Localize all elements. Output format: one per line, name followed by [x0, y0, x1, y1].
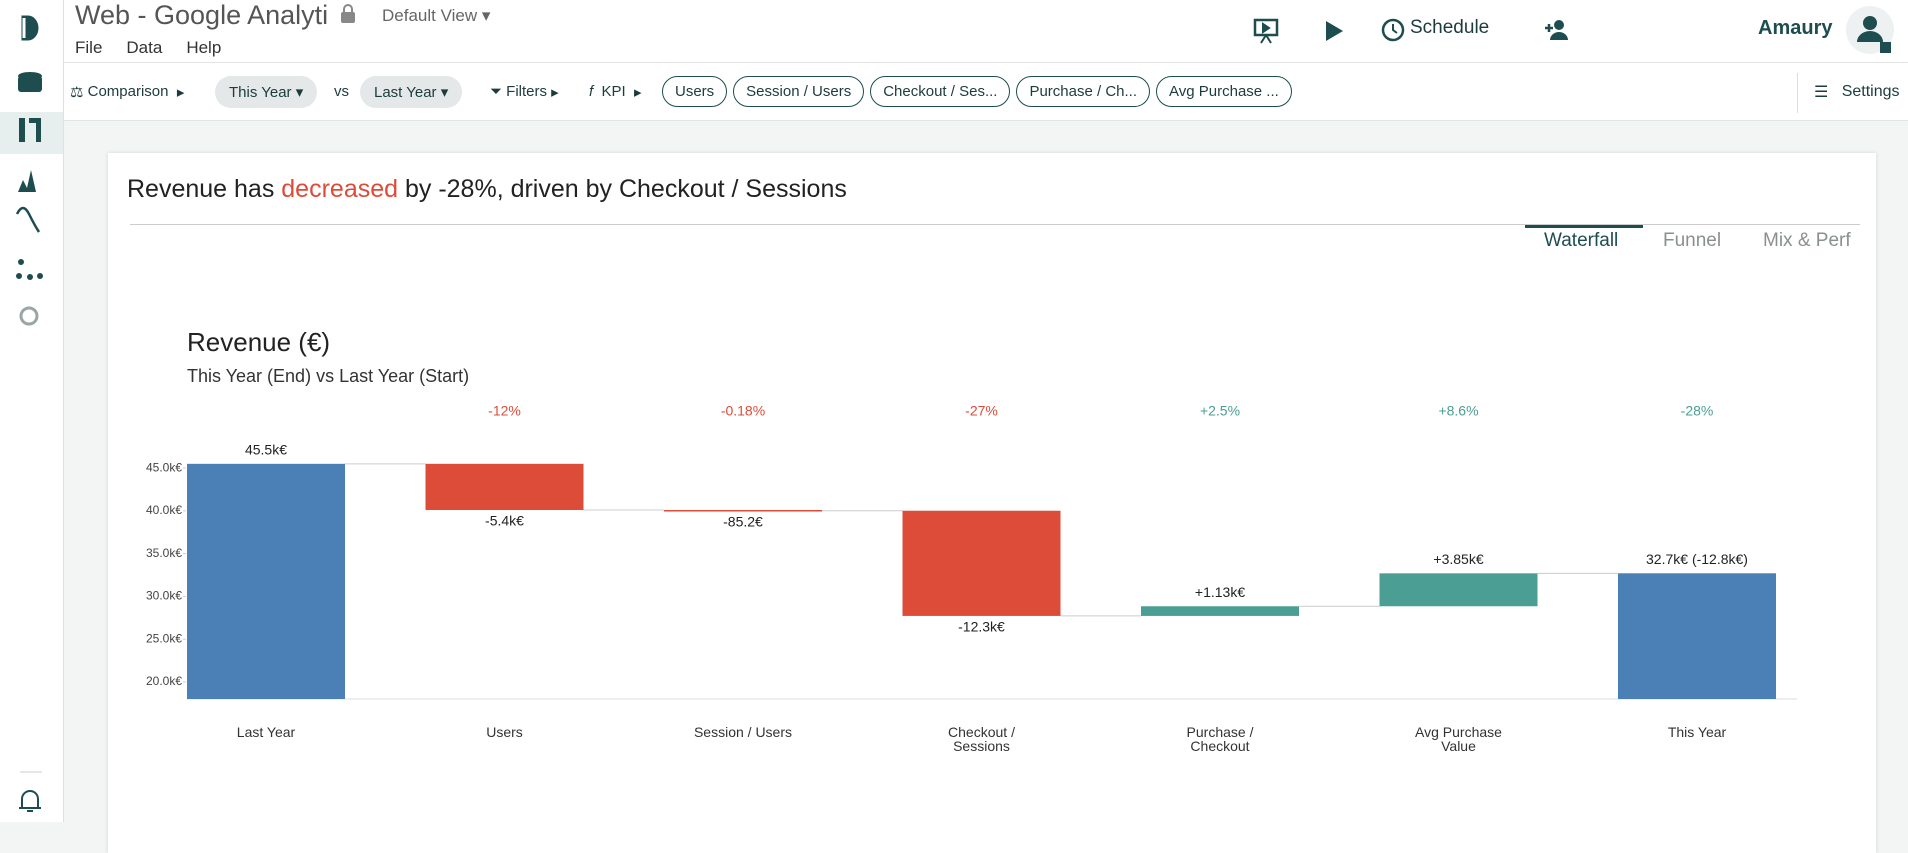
- filters-menu[interactable]: ⏷ Filters ▸: [490, 83, 559, 101]
- tab[interactable]: Waterfall: [1544, 230, 1619, 251]
- headline: Revenue has decreased by -28%, driven by…: [127, 175, 847, 204]
- headline-highlight: decreased: [281, 175, 399, 203]
- value-label: 32.7k€ (-12.8k€): [1646, 551, 1748, 567]
- kpi-chips: Users Session / Users Checkout / Ses... Pur…: [662, 63, 1298, 120]
- share-icon[interactable]: [1542, 16, 1574, 44]
- present-icon[interactable]: [1252, 16, 1282, 46]
- x-tick-label: This Year: [1667, 724, 1727, 740]
- filters-label: Filters: [506, 83, 548, 100]
- avatar[interactable]: [1844, 6, 1896, 58]
- header: Web - Google Analyti Default View ▾ File…: [64, 0, 1908, 63]
- x-tick-label: Purchase / Checkout: [1186, 724, 1254, 754]
- kpi-chip[interactable]: Session / Users: [733, 76, 865, 107]
- x-tick-label: Users: [486, 724, 523, 740]
- play-icon[interactable]: [1322, 18, 1346, 44]
- y-tick-label: 30.0k€: [146, 589, 182, 603]
- y-tick-label: 35.0k€: [146, 546, 182, 560]
- bar: [1618, 573, 1776, 699]
- headline-text: by -28%, driven by Checkout / Sessions: [398, 175, 847, 203]
- settings-button[interactable]: ☰ Settings: [1814, 82, 1900, 101]
- chart: 20.0k€ 25.0k€ 30.0k€ 35.0k€ 40.0k€ 45.0k€ 45.5…: [146, 403, 1797, 700]
- bar: [425, 463, 584, 511]
- y-tick-label: 25.0k€: [146, 631, 182, 645]
- chart-subtitle: This Year (End) vs Last Year (Start): [187, 366, 470, 386]
- tab[interactable]: Mix & Perf: [1763, 230, 1851, 251]
- bar: [664, 510, 822, 512]
- menu-item[interactable]: Help: [186, 38, 222, 57]
- doc-title[interactable]: Web - Google Analyti: [75, 0, 329, 30]
- view-selector[interactable]: Default View ▾: [382, 6, 491, 25]
- x-tick-label: Checkout / Sessions: [948, 724, 1015, 754]
- bell-icon[interactable]: [19, 790, 41, 812]
- change-label: +2.5%: [1200, 403, 1240, 419]
- vs-label: vs: [334, 83, 349, 100]
- value-label: 45.5k€: [245, 442, 287, 458]
- change-label: -27%: [965, 403, 998, 419]
- scatter-icon[interactable]: [16, 259, 43, 280]
- kpi-chip[interactable]: Users: [662, 76, 728, 107]
- previous-label: Last Year: [374, 83, 437, 101]
- user-name[interactable]: Amaury: [1758, 17, 1833, 39]
- bar: [902, 510, 1061, 616]
- change-label: -28%: [1681, 403, 1714, 419]
- logo[interactable]: [18, 12, 42, 44]
- data-icon-body: [18, 76, 42, 92]
- value-label: +3.85k€: [1433, 551, 1483, 567]
- trend-icon[interactable]: [15, 206, 41, 233]
- kpi-chip[interactable]: Purchase / Ch...: [1016, 76, 1151, 107]
- schedule-button[interactable]: Schedule: [1410, 17, 1490, 38]
- menu-item[interactable]: Data: [126, 38, 163, 57]
- x-tick-label: Avg Purchase Value: [1415, 724, 1502, 754]
- kpi-menu[interactable]: f KPI ▸: [589, 83, 642, 101]
- bar: [187, 463, 345, 699]
- y-tick-label: 45.0k€: [146, 460, 182, 474]
- chart-title: Revenue (€): [187, 327, 331, 357]
- menu-bar: File Data Help: [75, 38, 221, 58]
- tab-underline: [1525, 225, 1643, 228]
- insight-card: [108, 153, 1876, 853]
- previous-period[interactable]: Last Year ▾: [360, 63, 463, 120]
- tab[interactable]: Funnel: [1663, 230, 1722, 251]
- headline-text: Revenue has: [127, 175, 282, 203]
- value-label: +1.13k€: [1195, 584, 1245, 600]
- x-tick-label: Session / Users: [693, 724, 793, 740]
- dashboard-icon[interactable]: [19, 118, 41, 142]
- headline-rule: [130, 224, 1860, 225]
- current-period[interactable]: This Year ▾: [215, 63, 318, 120]
- clock-icon: [1381, 18, 1405, 42]
- change-label: -12%: [488, 403, 521, 419]
- bar: [1379, 573, 1538, 607]
- y-tick-label: 20.0k€: [146, 674, 182, 688]
- comparison-label: Comparison: [87, 83, 169, 100]
- settings-icon[interactable]: [19, 306, 39, 326]
- change-label: +8.6%: [1438, 403, 1478, 419]
- sidebar: [0, 0, 64, 822]
- view-name: Default View: [382, 6, 478, 25]
- separator: [1797, 73, 1798, 113]
- toolbar: ⚖ Comparison ▸ This Year ▾ vs Last Year …: [64, 63, 1908, 121]
- chart-icon[interactable]: [18, 170, 36, 192]
- value-label: -5.4k€: [485, 513, 524, 529]
- kpi-chip[interactable]: Checkout / Ses...: [870, 76, 1011, 107]
- comparison-menu[interactable]: ⚖ Comparison ▸: [70, 83, 185, 101]
- bar: [1141, 606, 1299, 616]
- current-label: This Year: [229, 83, 292, 101]
- x-tick-label: Last Year: [236, 724, 296, 740]
- change-label: -0.18%: [721, 403, 765, 419]
- settings-label: Settings: [1841, 82, 1900, 100]
- menu-item[interactable]: File: [75, 38, 103, 57]
- kpi-label: KPI: [601, 83, 626, 100]
- value-label: -85.2€: [723, 513, 763, 529]
- lock-icon: [341, 4, 355, 23]
- value-label: -12.3k€: [958, 619, 1005, 635]
- y-tick-label: 40.0k€: [146, 503, 182, 517]
- sidebar-icons: [0, 12, 63, 812]
- kpi-chip[interactable]: Avg Purchase ...: [1156, 76, 1292, 107]
